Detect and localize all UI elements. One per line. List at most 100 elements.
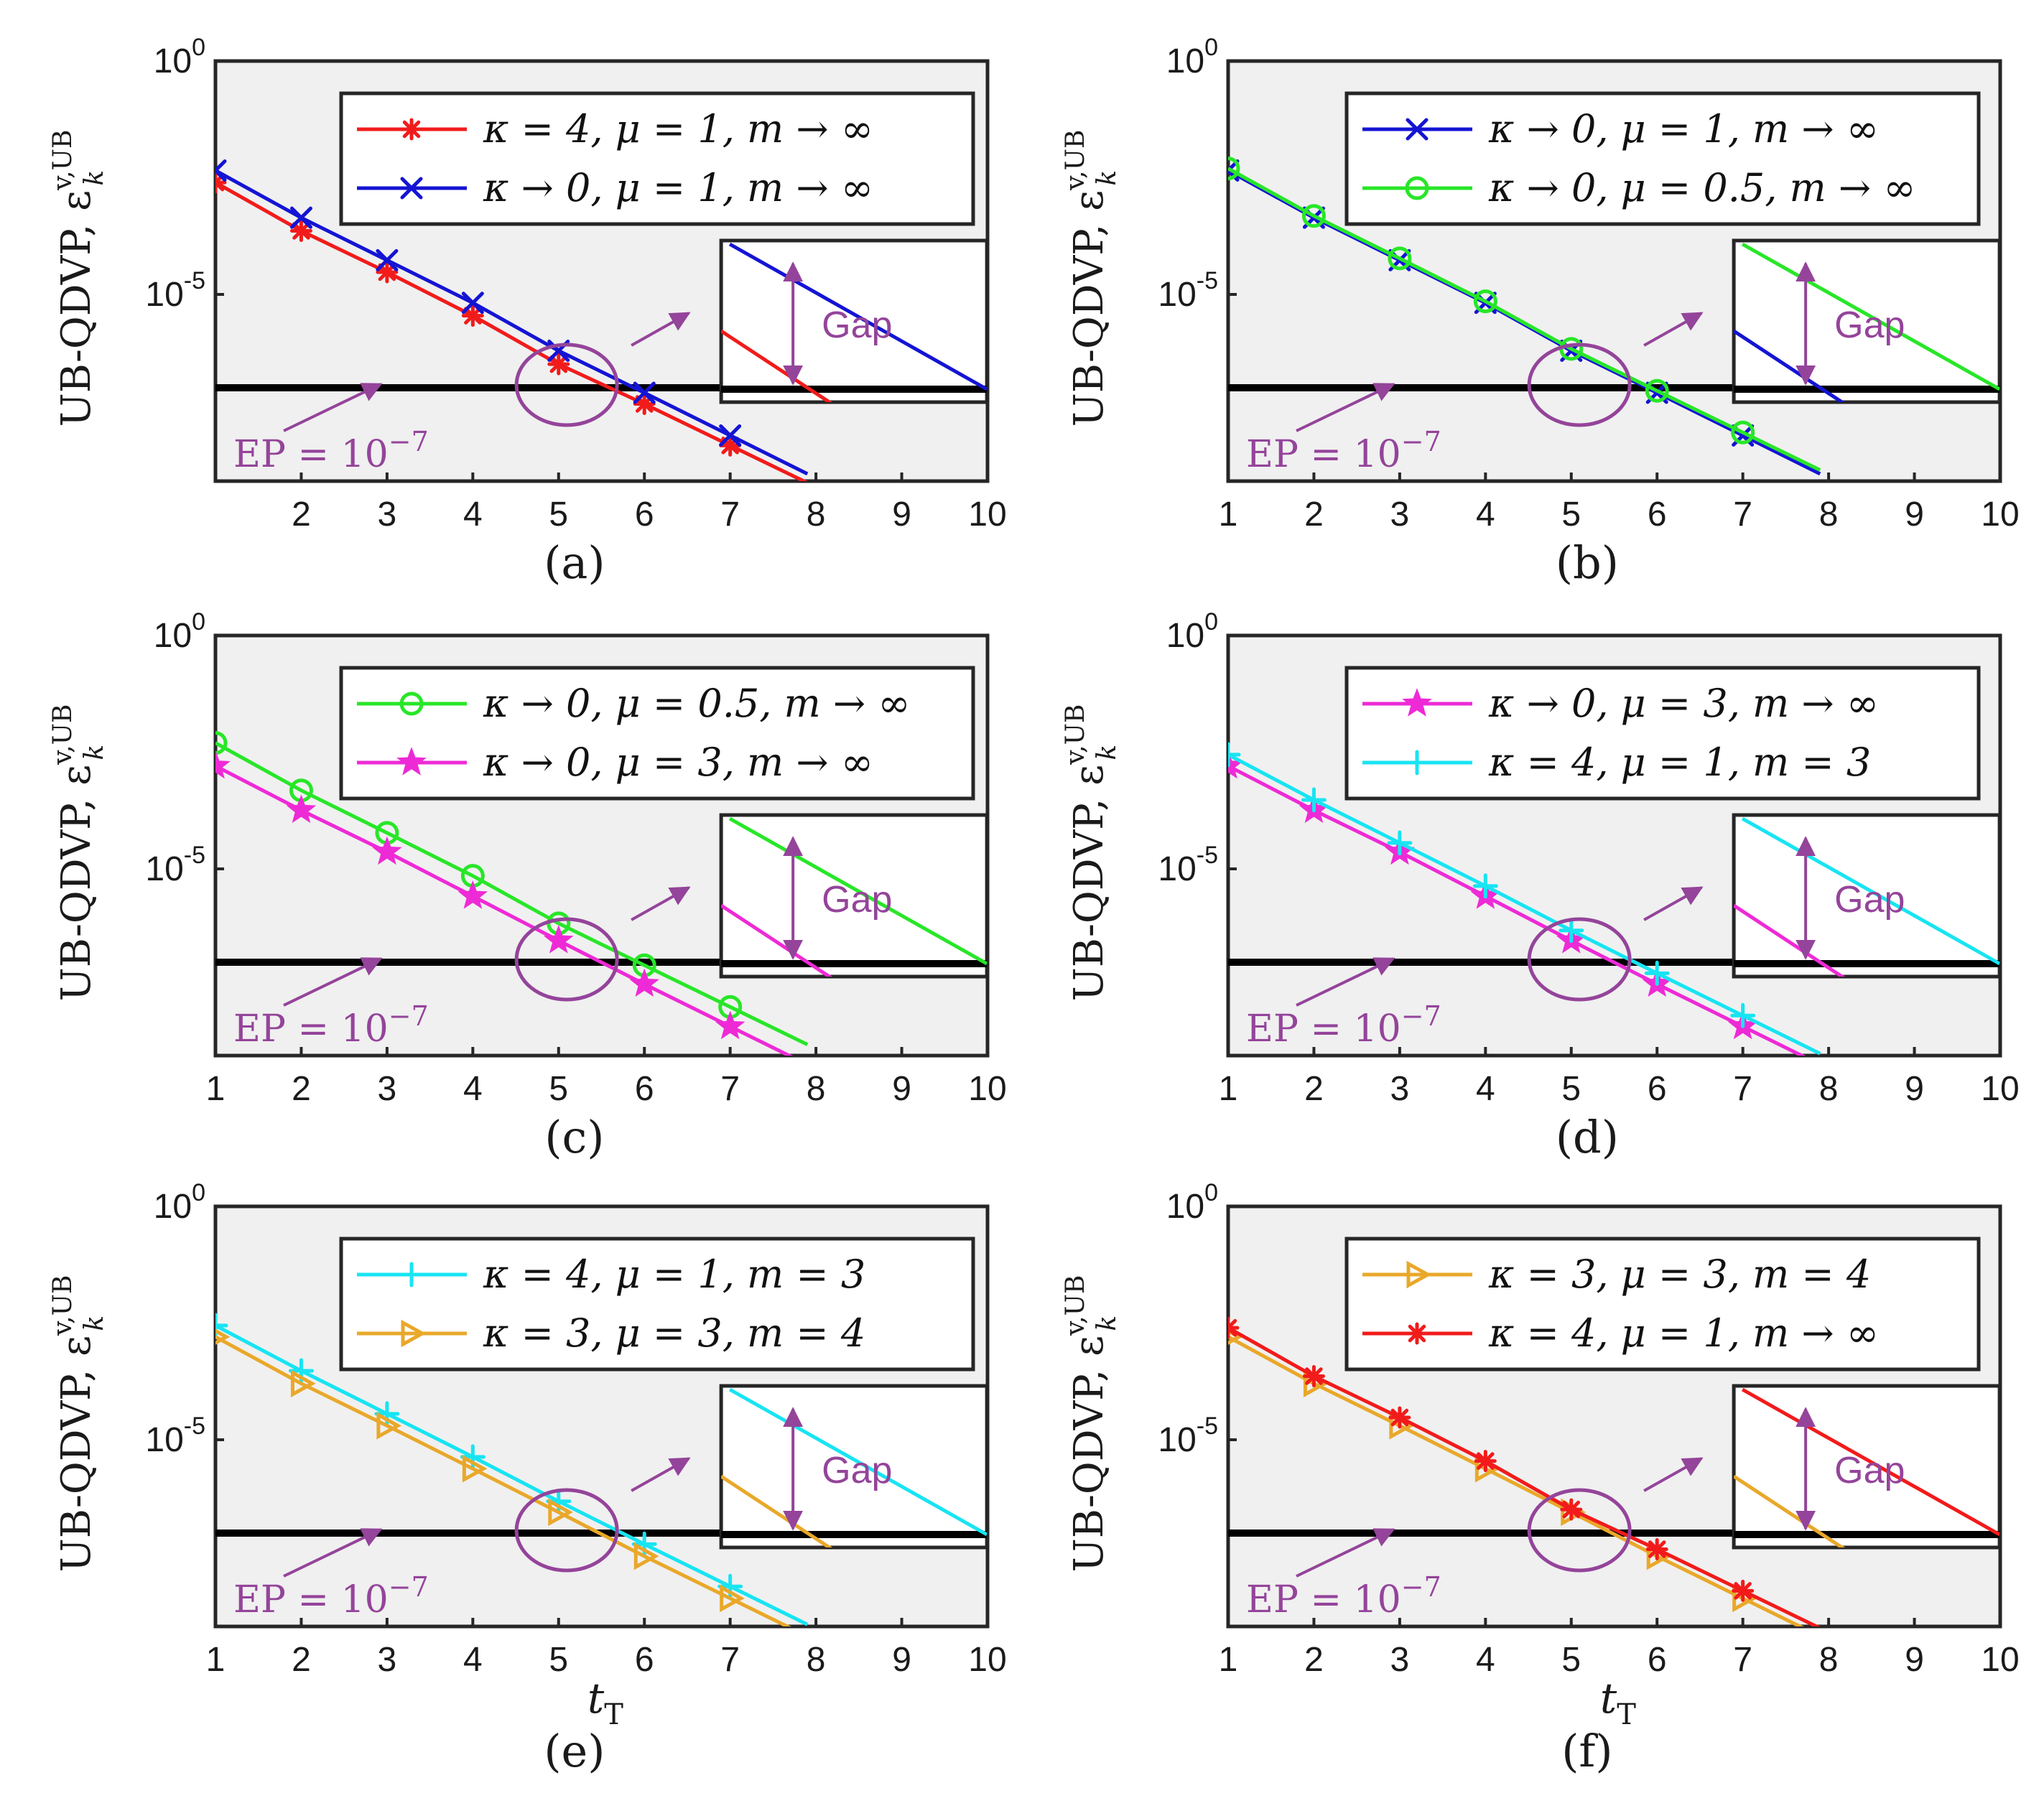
x-tick-label: 10	[968, 1070, 1006, 1108]
legend-box	[1344, 91, 1981, 226]
x-tick-label: 5	[1561, 1641, 1581, 1679]
legend-marker	[400, 118, 423, 141]
zoom-arrow	[1643, 1457, 1704, 1492]
x-tick-label: 4	[1476, 1070, 1495, 1108]
x-tick-label: 7	[1733, 1070, 1752, 1108]
inset-lower-line	[1734, 903, 1846, 977]
legend-label: κ = 4, μ = 1, m → ∞	[1488, 1310, 1879, 1356]
series-line	[1228, 753, 1821, 1056]
chart-panel: Gap EP = 10−7 κ = 4, μ = 1, m → ∞ κ → 0, μ …	[48, 34, 1007, 589]
inset-lower-line	[721, 903, 833, 977]
ep-label: EP = 10−7	[1246, 1000, 1441, 1051]
ep-arrow	[1296, 383, 1395, 432]
x-tick-label: 1	[1219, 1641, 1238, 1679]
data-point	[215, 159, 227, 182]
data-point	[457, 880, 488, 909]
x-tick-label: 4	[463, 1641, 483, 1679]
zoom-ellipse	[1527, 343, 1632, 427]
gap-label: Gap	[1834, 304, 1905, 346]
x-tick-label: 10	[968, 1641, 1006, 1679]
inset-upper-line	[1741, 816, 2000, 966]
x-tick-label: 5	[549, 1070, 568, 1108]
legend-label: κ → 0, μ = 3, m → ∞	[483, 740, 873, 785]
x-tick-label: 3	[378, 495, 397, 534]
inset-lower-line	[1734, 1474, 1846, 1547]
x-tick-label: 3	[378, 1070, 397, 1108]
legend-box	[339, 1237, 975, 1372]
data-point	[462, 1455, 488, 1483]
x-axis-label: tT	[587, 1674, 623, 1731]
x-tick-label: 9	[1905, 1641, 1924, 1679]
legend-marker	[399, 692, 424, 716]
data-point	[1732, 1579, 1755, 1602]
x-tick-label: 9	[892, 1070, 911, 1108]
x-tick-label: 4	[1476, 1641, 1495, 1679]
y-tick-label: 100	[154, 34, 205, 80]
inset-box	[1732, 1384, 2002, 1550]
x-tick-label: 2	[1304, 1641, 1324, 1679]
inset-box	[1732, 813, 2002, 979]
x-tick-label: 6	[1648, 1070, 1667, 1108]
legend-box	[1344, 1237, 1981, 1372]
zoom-arrow	[631, 886, 691, 921]
legend-marker	[1406, 118, 1429, 141]
data-point	[372, 836, 402, 865]
legend-box	[339, 91, 975, 226]
legend-label: κ = 4, μ = 1, m = 3	[483, 1252, 865, 1297]
zoom-arrow	[631, 1457, 691, 1492]
legend-marker	[400, 177, 423, 200]
x-tick-label: 3	[378, 1641, 397, 1679]
x-tick-label: 3	[1390, 1641, 1410, 1679]
data-point	[1228, 157, 1240, 181]
series-line	[215, 169, 809, 476]
y-tick-label: 10-5	[145, 1412, 205, 1459]
inset-lower-line	[1734, 329, 1846, 402]
x-tick-label: 8	[807, 1070, 826, 1108]
zoom-ellipse	[1527, 917, 1632, 1002]
legend-label: κ → 0, μ = 1, m → ∞	[483, 165, 873, 210]
y-tick-label: 10-5	[1158, 267, 1218, 314]
data-point	[461, 292, 484, 315]
data-point	[289, 206, 312, 229]
x-tick-label: 10	[1981, 495, 2019, 534]
ep-label: EP = 10−7	[1246, 426, 1441, 476]
data-point	[633, 1542, 659, 1570]
zoom-ellipse	[514, 917, 619, 1002]
y-tick-label: 100	[154, 1179, 205, 1226]
ep-arrow	[283, 383, 383, 432]
legend-marker	[401, 1319, 427, 1348]
panel-caption: (a)	[544, 536, 605, 589]
data-point	[1302, 1364, 1325, 1387]
x-tick-label: 7	[1733, 1641, 1752, 1679]
x-tick-label: 8	[807, 1641, 826, 1679]
x-tick-label: 1	[1219, 495, 1238, 534]
zoom-arrow	[631, 312, 691, 347]
data-point	[376, 1412, 402, 1440]
chart-panel: Gap EP = 10−7 κ → 0, μ = 0.5, m → ∞ κ → 0, …	[48, 608, 1007, 1163]
x-tick-label: 9	[892, 495, 911, 534]
series-line	[1228, 167, 1821, 472]
x-tick-label: 9	[1905, 1070, 1924, 1108]
x-tick-label: 4	[463, 495, 483, 534]
x-tick-label: 1	[206, 1641, 226, 1679]
data-point	[1645, 378, 1669, 403]
ep-arrow	[283, 957, 383, 1007]
legend-box	[339, 666, 975, 801]
x-tick-label: 2	[1304, 1070, 1324, 1108]
y-tick-label: 100	[1166, 608, 1218, 655]
data-point	[1388, 246, 1412, 271]
gap-label: Gap	[1834, 879, 1905, 921]
y-tick-label: 100	[1166, 1179, 1218, 1226]
inset-upper-line	[1741, 242, 2000, 391]
data-point	[289, 219, 312, 242]
series-line	[1228, 1335, 1804, 1626]
zoom-arrow	[1643, 312, 1704, 347]
ep-arrow	[283, 1528, 383, 1578]
zoom-ellipse	[1527, 1488, 1632, 1573]
x-tick-label: 2	[292, 1641, 311, 1679]
chart-panel: Gap EP = 10−7 κ = 3, μ = 3, m = 4 κ = 4, μ …	[1061, 1179, 2020, 1777]
y-tick-label: 100	[1166, 34, 1218, 80]
data-point	[1228, 1316, 1240, 1339]
data-point	[1474, 1450, 1497, 1473]
